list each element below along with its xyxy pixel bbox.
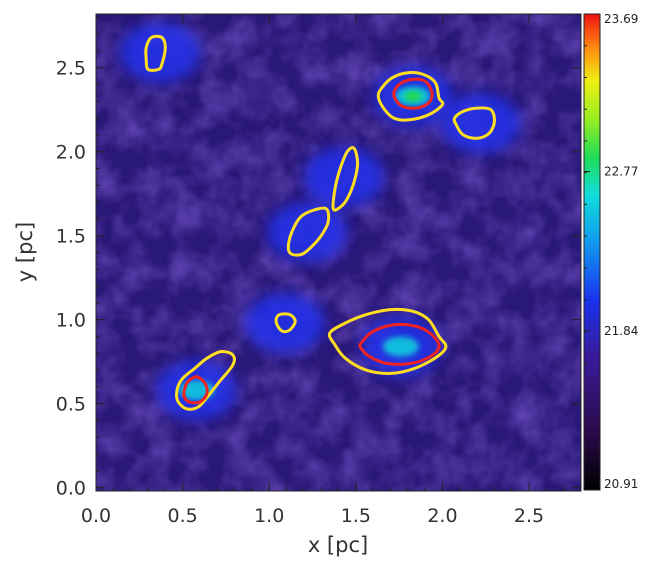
outer-contour-6	[274, 312, 297, 334]
colorbar-tick-label: 20.91	[604, 477, 638, 491]
colorbar: 20.91 21.84 22.77 23.69	[583, 12, 638, 491]
colorbar-tick-label: 21.84	[604, 324, 638, 338]
inner-contour-2	[358, 322, 441, 366]
y-tick-label: 2.0	[56, 142, 86, 164]
colorbar-tick-label: 23.69	[604, 12, 638, 26]
y-tick-label: 0.5	[56, 394, 86, 416]
y-axis-label: y [pc]	[13, 222, 37, 282]
outer-contour-7	[327, 307, 448, 375]
x-tick-label: 2.0	[427, 505, 457, 527]
outer-contour-1	[144, 34, 167, 72]
outer-contour-4	[331, 146, 360, 212]
colorbar-tick-label: 22.77	[604, 165, 638, 179]
y-axis: 0.0 0.5 1.0 1.5 2.0 2.5	[56, 16, 581, 500]
source-halo-3	[440, 93, 521, 154]
x-tick-label: 2.5	[514, 505, 544, 527]
colorbar-ticks: 20.91 21.84 22.77 23.69	[584, 12, 638, 491]
source-halo-1	[120, 22, 201, 83]
y-tick-label: 0.0	[56, 478, 86, 500]
y-tick-label: 1.0	[56, 310, 86, 332]
x-axis: 0.0 0.5 1.0 1.5 2.0 2.5	[81, 14, 565, 527]
heatmap-texture	[96, 14, 581, 491]
x-tick-label: 1.5	[341, 505, 371, 527]
outer-contour-3	[452, 106, 496, 140]
inner-contour-1	[392, 77, 434, 110]
contour-layer	[144, 34, 496, 411]
x-axis-label: x [pc]	[308, 533, 368, 557]
inner-contour-3	[182, 375, 209, 405]
outer-contour-8	[175, 349, 236, 411]
outer-contour-2	[376, 71, 445, 122]
heatmap-plot-area	[96, 14, 581, 491]
x-tick-label: 0.0	[81, 505, 111, 527]
outer-contour-5	[286, 206, 331, 257]
source-peak-2	[403, 91, 422, 102]
source-halo-6	[244, 293, 325, 354]
colorbar-gradient	[583, 13, 601, 491]
source-core-7	[382, 336, 419, 357]
x-tick-label: 1.0	[254, 505, 284, 527]
y-tick-label: 1.5	[56, 226, 86, 248]
x-tick-label: 0.5	[167, 505, 197, 527]
source-halo-4	[303, 146, 384, 207]
y-tick-label: 2.5	[56, 58, 86, 80]
